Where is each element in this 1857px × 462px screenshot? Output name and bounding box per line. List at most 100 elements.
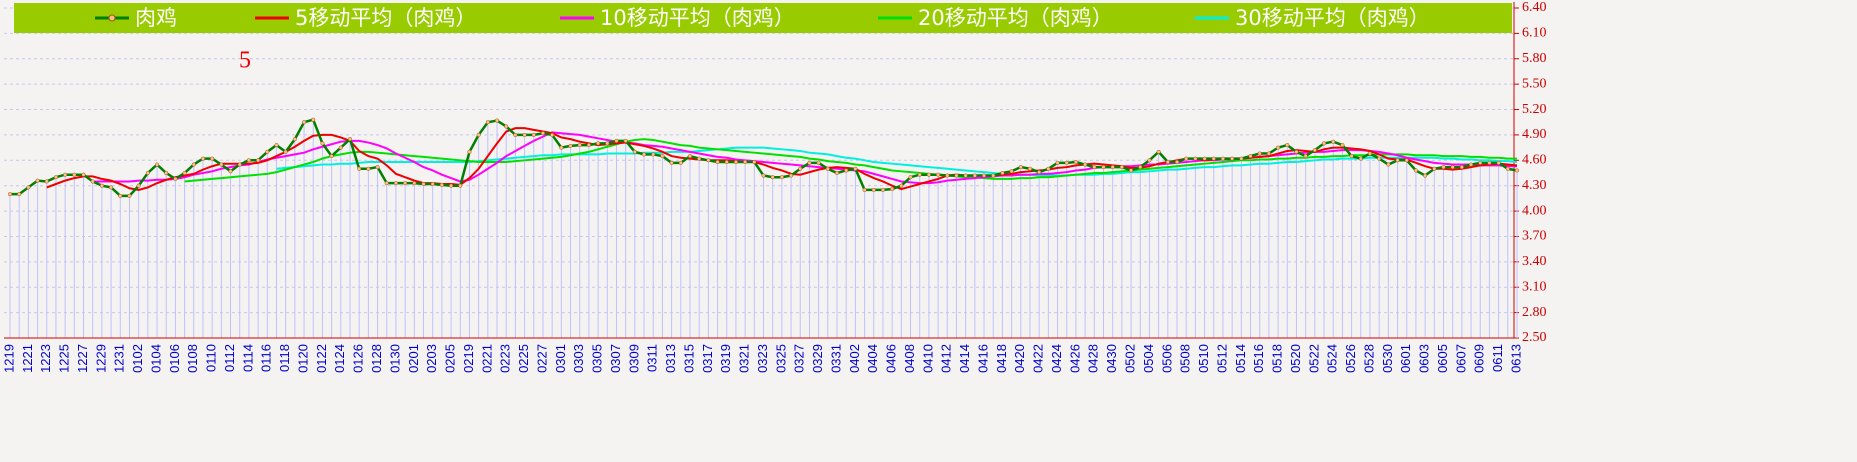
x-tick-label: 0605 xyxy=(1435,344,1450,373)
point xyxy=(890,187,895,192)
point xyxy=(550,132,555,137)
point xyxy=(375,165,380,170)
point xyxy=(724,159,729,165)
x-tick-label: 0321 xyxy=(737,344,752,373)
point xyxy=(1073,159,1078,165)
x-tick-label: 1223 xyxy=(38,344,53,373)
x-tick-label: 0414 xyxy=(957,344,972,373)
x-tick-label: 0120 xyxy=(295,344,310,373)
point xyxy=(853,166,858,171)
point xyxy=(228,169,233,174)
point xyxy=(733,159,738,165)
x-tick-label: 0613 xyxy=(1508,344,1523,373)
point xyxy=(660,154,665,159)
point xyxy=(1294,149,1299,154)
point xyxy=(1156,149,1161,154)
point xyxy=(7,192,13,197)
point xyxy=(908,175,913,180)
point xyxy=(1514,168,1520,173)
y-tick-label: 6.40 xyxy=(1522,0,1547,15)
x-tick-label: 0526 xyxy=(1343,344,1358,373)
point xyxy=(1101,165,1106,170)
point xyxy=(1377,156,1382,161)
point xyxy=(1239,156,1244,161)
x-tick-label: 0329 xyxy=(810,344,825,373)
x-tick-label: 0227 xyxy=(534,344,549,373)
x-tick-label: 0516 xyxy=(1251,344,1266,373)
x-tick-label: 0609 xyxy=(1472,344,1487,373)
point xyxy=(926,172,931,177)
point xyxy=(1367,151,1373,156)
point xyxy=(1321,141,1327,146)
point xyxy=(1469,162,1474,167)
point xyxy=(1276,145,1281,150)
point xyxy=(1413,168,1418,173)
x-tick-label: 0420 xyxy=(1012,344,1027,373)
point xyxy=(1027,166,1033,171)
x-tick-label: 0323 xyxy=(755,344,770,373)
x-tick-label: 0317 xyxy=(700,344,715,373)
x-tick-label: 0128 xyxy=(369,344,384,373)
point xyxy=(1395,158,1400,163)
point xyxy=(522,132,527,137)
point xyxy=(44,179,49,184)
x-tick-label: 0601 xyxy=(1398,344,1413,373)
point xyxy=(99,183,104,188)
y-tick-label: 3.10 xyxy=(1522,279,1547,294)
point xyxy=(210,156,215,161)
point xyxy=(430,181,435,187)
point xyxy=(715,159,720,165)
point xyxy=(72,172,77,177)
point xyxy=(485,120,490,125)
x-tick-label: 0410 xyxy=(920,344,935,373)
x-tick-label: 0305 xyxy=(590,344,605,373)
x-tick-label: 0315 xyxy=(681,344,696,373)
point xyxy=(1505,166,1510,171)
x-tick-label: 0506 xyxy=(1159,344,1174,373)
point xyxy=(605,141,610,146)
point xyxy=(1055,160,1060,165)
legend-label: 5移动平均（肉鸡） xyxy=(295,6,476,30)
point xyxy=(1129,168,1134,173)
point xyxy=(17,192,22,197)
point xyxy=(347,137,353,142)
point xyxy=(1018,165,1023,170)
y-tick-label: 4.00 xyxy=(1522,203,1547,218)
x-tick-label: 0112 xyxy=(222,344,237,372)
point xyxy=(577,143,582,148)
point xyxy=(1193,156,1198,161)
point xyxy=(154,162,160,167)
x-tick-label: 0522 xyxy=(1306,344,1321,373)
point xyxy=(1331,139,1336,144)
x-tick-label: 1221 xyxy=(20,344,35,373)
point xyxy=(1220,156,1226,161)
point xyxy=(200,156,206,161)
x-tick-label: 0514 xyxy=(1233,344,1248,373)
x-tick-label: 0430 xyxy=(1104,344,1119,373)
point xyxy=(807,160,812,165)
point xyxy=(458,183,463,188)
x-tick-label: 0416 xyxy=(975,344,990,373)
point xyxy=(963,173,968,178)
point xyxy=(90,179,95,184)
point xyxy=(182,170,187,176)
point xyxy=(1138,165,1143,170)
point xyxy=(384,181,389,186)
x-tick-label: 0418 xyxy=(994,344,1009,373)
x-tick-label: 0331 xyxy=(828,344,843,373)
point xyxy=(816,160,821,165)
point xyxy=(1174,159,1180,165)
x-tick-label: 0223 xyxy=(498,344,513,373)
point xyxy=(320,141,325,146)
series-line xyxy=(184,138,1517,183)
point xyxy=(1110,165,1115,170)
x-tick-label: 0428 xyxy=(1086,344,1101,373)
point xyxy=(1266,151,1271,156)
point xyxy=(586,143,591,148)
point xyxy=(1404,158,1409,163)
x-tick-label: 0221 xyxy=(479,344,494,373)
point xyxy=(191,162,196,167)
point xyxy=(568,143,573,148)
x-tick-label: 0126 xyxy=(351,344,366,373)
x-tick-label: 0404 xyxy=(865,344,880,373)
